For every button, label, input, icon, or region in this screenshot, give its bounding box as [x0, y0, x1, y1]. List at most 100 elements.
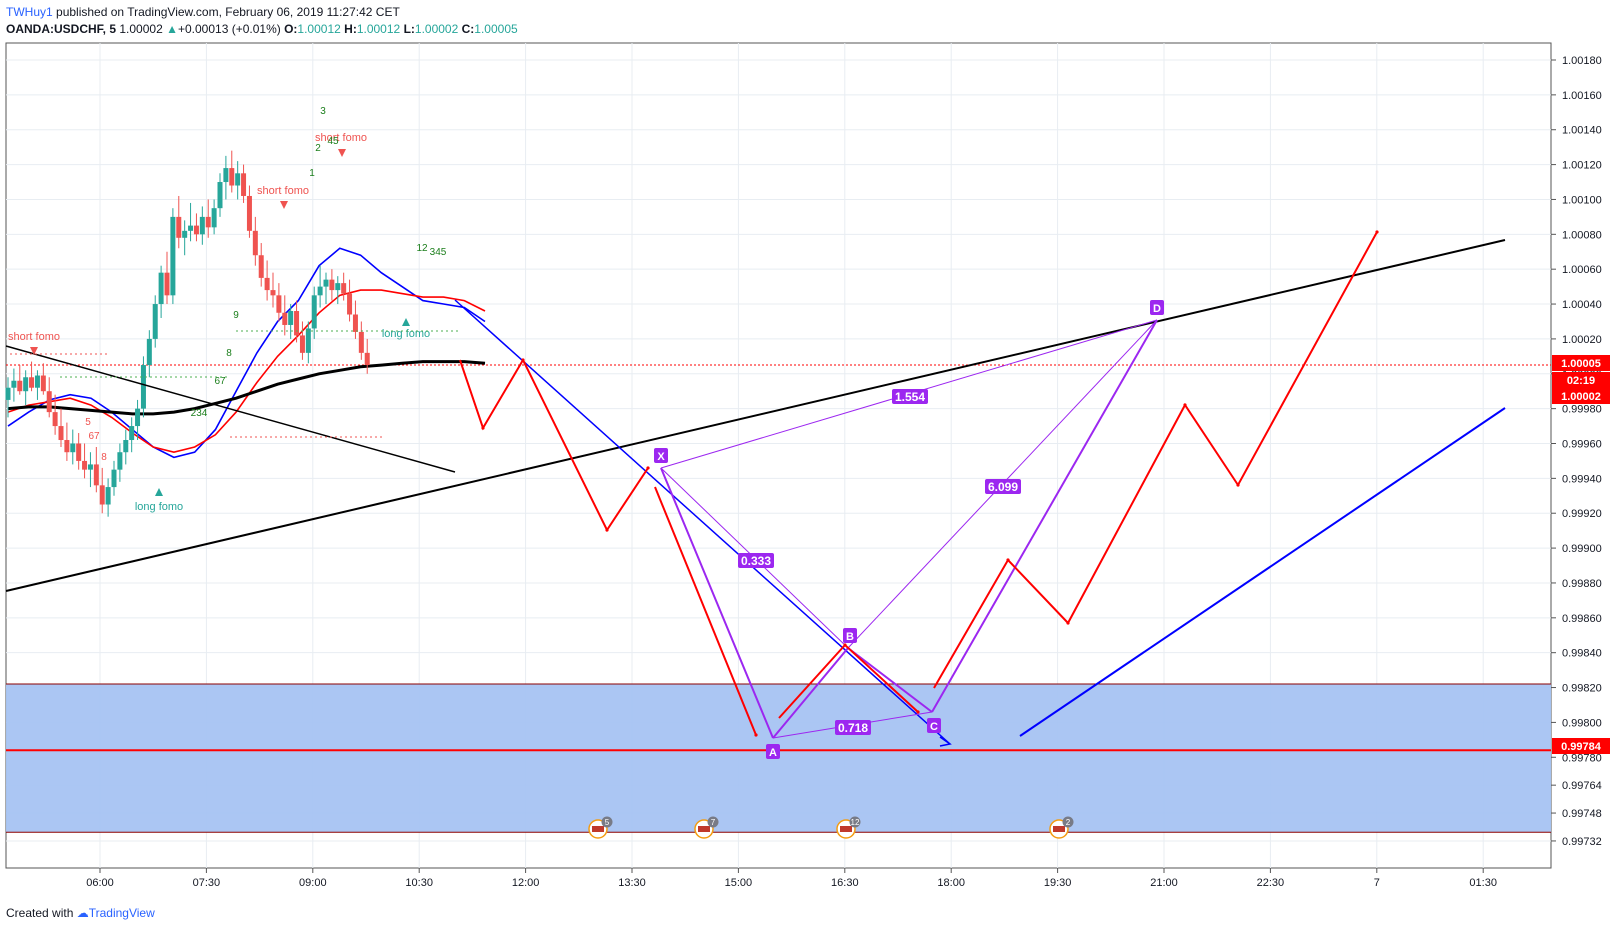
candle-body [358, 331, 364, 353]
x-tick-label: 21:00 [1150, 877, 1178, 889]
pattern-leg [772, 647, 849, 739]
annotation-text: short fomo [257, 185, 309, 197]
candle-body [264, 277, 270, 291]
price-axis: 1.00180 1.00160 1.00140 1.00120 1.00100 1.000… [1551, 55, 1602, 848]
pattern-point-label: D [1153, 303, 1161, 315]
candle-body [99, 485, 105, 505]
ratio-badge [835, 720, 871, 735]
candle-body [170, 216, 176, 296]
candle-body [282, 312, 288, 325]
author-link[interactable]: TWHuy1 [6, 5, 53, 19]
high-value: 1.00012 [356, 22, 401, 36]
annotation-text: 5 [85, 417, 91, 428]
event-count: 2 [1066, 818, 1071, 827]
y-tick-label: 0.99840 [1562, 648, 1602, 660]
price-badge-label: 1.00005 [1561, 358, 1601, 370]
candle-body [329, 279, 335, 291]
price-badge-label: 1.00002 [1561, 391, 1601, 403]
y-tick-label: 0.99880 [1562, 578, 1602, 590]
candle-body [146, 338, 152, 366]
candle-body [258, 255, 264, 278]
candle-body [5, 387, 11, 400]
arrowhead [605, 528, 609, 532]
candle-body [246, 195, 252, 231]
candle-body [182, 230, 188, 238]
candles [5, 150, 370, 517]
x-tick-label: 13:30 [618, 877, 646, 889]
ma-line [7, 289, 486, 454]
close-value: 1.00005 [474, 22, 518, 36]
y-tick-label: 0.99732 [1562, 836, 1602, 848]
y-tick-label: 0.99748 [1562, 808, 1602, 820]
x-tick-label: 01:30 [1469, 877, 1497, 889]
price-chart[interactable]: 06:00 07:30 09:00 10:30 12:00 13:30 15:00 16:30… [0, 0, 1613, 900]
candle-body [352, 314, 358, 332]
candle-body [323, 279, 329, 287]
y-tick-label: 1.00040 [1562, 299, 1602, 311]
annotation-text: 67 [214, 376, 226, 387]
time-axis: 06:00 07:30 09:00 10:30 12:00 13:30 15:00 16:30… [86, 868, 1497, 889]
event-flag-stripe [840, 826, 852, 832]
low-label: L: [403, 22, 415, 36]
candle-body [17, 380, 23, 392]
annotation-text: 3 [320, 106, 326, 117]
candle-body [117, 452, 123, 470]
ratio-label: 6.099 [988, 480, 1018, 494]
candle-body [93, 464, 99, 486]
annotation-text: long fomo [382, 328, 430, 340]
price-badge [1552, 355, 1610, 371]
arrowhead [646, 466, 650, 470]
candle-body [205, 216, 211, 228]
x-tick-label: 22:30 [1257, 877, 1285, 889]
event-count-badge [707, 816, 719, 828]
ratio-label: 0.718 [838, 721, 868, 735]
event-flag-stripe [698, 826, 710, 832]
candle-body [152, 304, 158, 339]
y-tick-label: 0.99780 [1562, 752, 1602, 764]
candle-body [176, 216, 182, 238]
short-fomo-triangle [338, 149, 346, 157]
publish-info: TWHuy1 published on TradingView.com, Feb… [6, 5, 400, 19]
descending-trendline [5, 345, 456, 473]
y-tick-label: 1.00180 [1562, 55, 1602, 67]
ma-line [7, 360, 486, 416]
projection-path [459, 359, 524, 431]
annotation-text: 345 [430, 247, 447, 258]
annotation-text: 2 [315, 143, 321, 154]
harmonic-pattern: 0.333 0.718 6.099 1.554 X A B C D [654, 300, 1164, 759]
ratio-label: 0.333 [741, 554, 771, 568]
candle-body [347, 293, 353, 315]
y-tick-label: 1.00160 [1562, 90, 1602, 102]
x-tick-label: 09:00 [299, 877, 327, 889]
pattern-point-label: X [657, 451, 665, 463]
moving-averages [7, 247, 486, 459]
y-tick-label: 0.99980 [1562, 404, 1602, 416]
blue-channel-line [454, 299, 951, 745]
projection-path [933, 231, 1378, 689]
x-tick-label: 15:00 [725, 877, 753, 889]
short-fomo-triangle [280, 201, 288, 209]
candle-body [11, 380, 17, 388]
candle-body [288, 311, 294, 325]
event-count: 7 [711, 818, 716, 827]
candle-body [241, 173, 247, 196]
x-tick-label: 07:30 [193, 877, 221, 889]
candle-body [111, 469, 117, 488]
tradingview-link[interactable]: TradingView [88, 906, 155, 920]
candle-body [193, 225, 199, 235]
candle-body [123, 440, 129, 453]
y-tick-label: 1.00020 [1562, 334, 1602, 346]
y-tick-label: 1.00080 [1562, 229, 1602, 241]
candle-body [270, 290, 276, 296]
candle-body [140, 365, 146, 409]
short-fomo-triangle [30, 347, 38, 355]
candle-body [129, 426, 135, 441]
event-count-badge [849, 816, 861, 828]
candle-body [341, 283, 347, 294]
arrowhead [1183, 403, 1187, 407]
x-tick-label: 10:30 [405, 877, 433, 889]
y-tick-label: 1.00100 [1562, 194, 1602, 206]
candle-body [364, 352, 370, 366]
price-badges: 1.00005 02:19 1.00002 0.99784 [1552, 355, 1610, 754]
event-count-badge [1062, 816, 1074, 828]
